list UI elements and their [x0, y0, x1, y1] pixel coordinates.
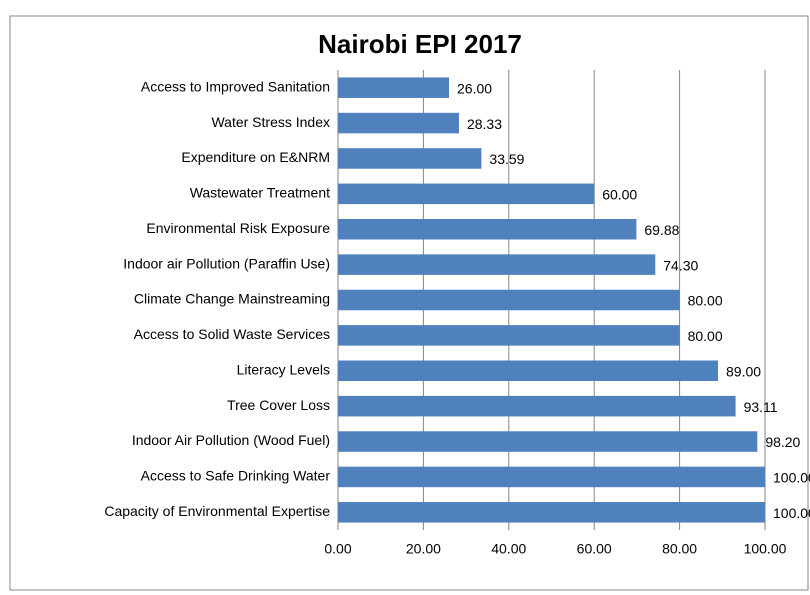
bar — [338, 148, 482, 169]
bar — [338, 466, 765, 488]
y-tick-label: Wastewater Treatment — [190, 185, 330, 201]
bar — [338, 254, 656, 275]
data-label: 69.88 — [644, 222, 679, 238]
bar — [338, 431, 758, 452]
x-tick-label: 20.00 — [406, 541, 441, 557]
x-tick-label: 0.00 — [324, 541, 351, 557]
bar — [338, 183, 595, 205]
bar — [338, 218, 637, 240]
y-tick-label: Capacity of Environmental Expertise — [104, 503, 330, 519]
y-tick-label: Access to Safe Drinking Water — [141, 468, 331, 484]
y-tick-label: Environmental Risk Exposure — [146, 220, 330, 236]
bar — [338, 289, 680, 311]
bar — [338, 112, 459, 134]
data-label: 28.33 — [467, 116, 502, 132]
y-tick-label: Tree Cover Loss — [227, 397, 330, 413]
data-label: 80.00 — [688, 293, 723, 309]
y-tick-label: Indoor air Pollution (Paraffin Use) — [123, 255, 330, 271]
y-tick-label: Access to Improved Sanitation — [141, 78, 330, 94]
data-label: 60.00 — [602, 187, 637, 203]
x-tick-label: 40.00 — [491, 541, 526, 557]
data-label: 33.59 — [489, 151, 524, 167]
bar — [338, 360, 719, 382]
bar — [338, 77, 450, 98]
x-tick-label: 60.00 — [577, 541, 612, 557]
x-tick-label: 80.00 — [662, 541, 697, 557]
y-tick-label: Access to Solid Waste Services — [134, 326, 330, 342]
data-label: 89.00 — [726, 363, 761, 379]
x-tick-label: 100.00 — [744, 541, 787, 557]
y-tick-label: Climate Change Mainstreaming — [134, 291, 330, 307]
data-label: 74.30 — [663, 257, 698, 273]
data-label: 26.00 — [457, 80, 492, 96]
bar — [338, 325, 680, 346]
data-label: 80.00 — [688, 328, 723, 344]
data-label: 98.20 — [765, 434, 800, 450]
y-tick-label: Water Stress Index — [211, 114, 330, 130]
data-label: 100.00 — [773, 505, 810, 521]
data-label: 100.00 — [773, 470, 810, 486]
y-tick-label: Expenditure on E&NRM — [181, 149, 330, 165]
bar — [338, 395, 736, 417]
y-tick-label: Literacy Levels — [237, 361, 330, 377]
y-tick-label: Indoor Air Pollution (Wood Fuel) — [132, 432, 330, 448]
chart-title: Nairobi EPI 2017 — [318, 29, 522, 59]
bar — [338, 502, 765, 523]
data-label: 93.11 — [744, 399, 778, 415]
